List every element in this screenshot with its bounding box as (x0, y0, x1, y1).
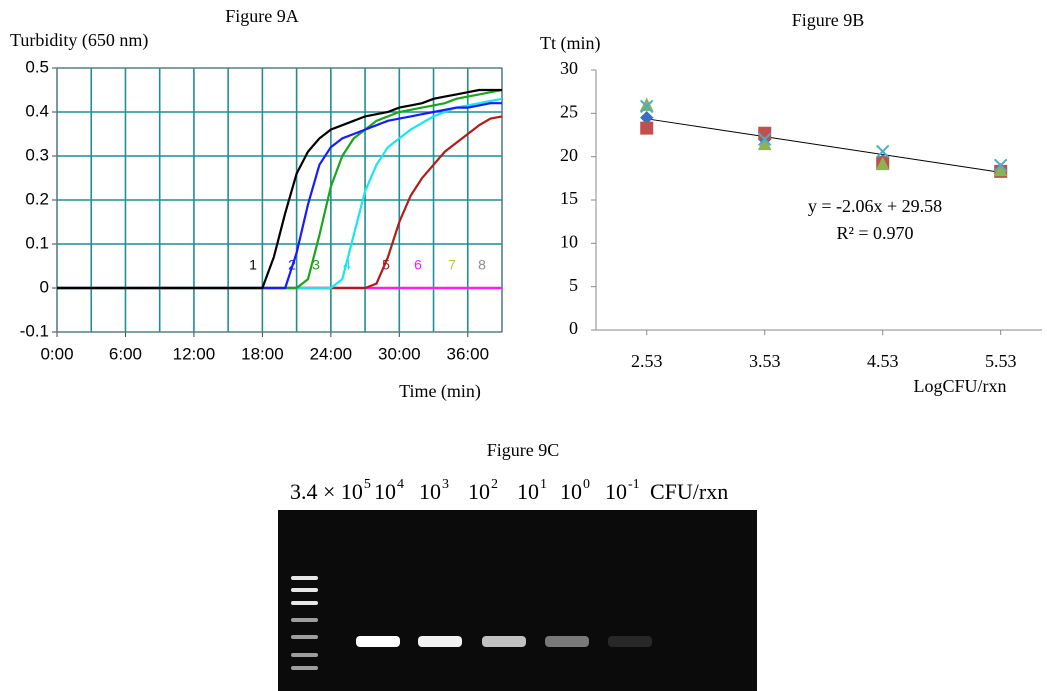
point (875, 156, 890, 171)
y-axis-label: Tt (min) (540, 33, 601, 54)
lane-label-exponent: 3 (442, 477, 449, 492)
x-tick-label: 12:00 (173, 344, 216, 363)
panel-9b: Figure 9B Tt (min) LogCFU/rxn 0 5 10 15 20 25 30 2… (540, 10, 1042, 396)
y-tick-label: 0 (40, 277, 49, 296)
panel-title: Figure 9C (487, 440, 560, 460)
trendline (646, 118, 1001, 173)
point (993, 158, 1008, 173)
point (639, 97, 654, 112)
ladder-band (291, 666, 318, 670)
unit-label: CFU/rxn (650, 479, 728, 504)
x-tick-label: 18:00 (241, 344, 284, 363)
sample-band (608, 636, 652, 647)
sample-band (418, 636, 462, 647)
lane-label: 10 (468, 479, 490, 504)
plot-border (56, 67, 503, 333)
point (640, 121, 654, 135)
panel-9c: Figure 9C3.4 × 10 5 10 4 10 3 10 2 10 1 10 0 10 -1 CFU… (278, 440, 757, 691)
lane-label-exponent: 5 (364, 477, 371, 492)
series-label: 7 (448, 257, 456, 273)
lane-label-exponent: 0 (583, 477, 590, 492)
series-label: 3 (312, 257, 320, 273)
chart-title: Figure 9A (225, 6, 299, 26)
series-label: 4 (343, 257, 351, 273)
series-line (57, 88, 502, 290)
lane-label-exponent: 4 (397, 477, 404, 492)
x-tick-label: 5.53 (985, 351, 1017, 371)
y-tick-label: 20 (560, 145, 578, 165)
x-tick-label: 0:00 (40, 344, 73, 363)
y-tick-label: 30 (560, 58, 578, 78)
trendline-equation: y = -2.06x + 29.58 (808, 196, 942, 216)
ladder-band (291, 588, 318, 592)
point (876, 144, 890, 159)
lane-label-exponent: 1 (540, 477, 547, 492)
x-tick-label: 24:00 (310, 344, 353, 363)
ladder-band (291, 601, 318, 605)
sample-band (482, 636, 526, 647)
series-label: 6 (414, 257, 422, 273)
panel-9a: Figure 9A Turbidity (650 nm) Time (min) 0.5… (10, 6, 503, 402)
gel-image (278, 510, 757, 691)
y-tick-label: 0.5 (25, 57, 49, 76)
x-tick-label: 2.53 (631, 351, 663, 371)
y-tick-label: 0.2 (25, 189, 49, 208)
lane-label: 10 (419, 479, 441, 504)
lane-label: 10 (560, 479, 582, 504)
sample-band (545, 636, 589, 647)
x-axis-label: Time (min) (399, 381, 481, 402)
y-tick-label: 0.4 (25, 101, 49, 120)
series-label: 2 (288, 257, 296, 273)
y-tick-label: 0.1 (25, 233, 49, 252)
sample-band (356, 636, 400, 647)
lane-label: 10 (374, 479, 396, 504)
series-label: 5 (382, 257, 390, 273)
lane-label-exponent: 2 (491, 477, 498, 492)
lane-label: 3.4 × 10 (290, 479, 363, 504)
point (758, 132, 772, 147)
y-tick-label: 0 (569, 318, 578, 338)
ladder-band (291, 576, 318, 580)
y-tick-label: 15 (560, 188, 578, 208)
ladder-band (291, 618, 318, 622)
x-tick-label: 3.53 (749, 351, 781, 371)
x-axis-label: LogCFU/rxn (913, 376, 1006, 396)
series-line (57, 102, 502, 290)
ladder-band (291, 635, 318, 639)
x-tick-label: 36:00 (446, 344, 489, 363)
y-tick-label: 5 (569, 275, 578, 295)
point (640, 99, 654, 114)
trendline-r2: R² = 0.970 (836, 223, 913, 243)
x-tick-label: 6:00 (109, 344, 142, 363)
lane-label-exponent: -1 (628, 477, 640, 492)
series-label: 1 (249, 257, 257, 273)
y-tick-label: -0.1 (20, 321, 49, 340)
y-tick-label: 10 (560, 231, 578, 251)
ladder-band (291, 653, 318, 657)
x-tick-label: 30:00 (378, 344, 421, 363)
y-tick-label: 25 (560, 101, 578, 121)
series-label: 8 (478, 257, 486, 273)
y-tick-label: 0.3 (25, 145, 49, 164)
x-tick-label: 4.53 (867, 351, 899, 371)
chart-title: Figure 9B (792, 10, 865, 30)
y-axis-label: Turbidity (650 nm) (10, 30, 148, 51)
lane-label: 10 (517, 479, 539, 504)
lane-label: 10 (605, 479, 627, 504)
